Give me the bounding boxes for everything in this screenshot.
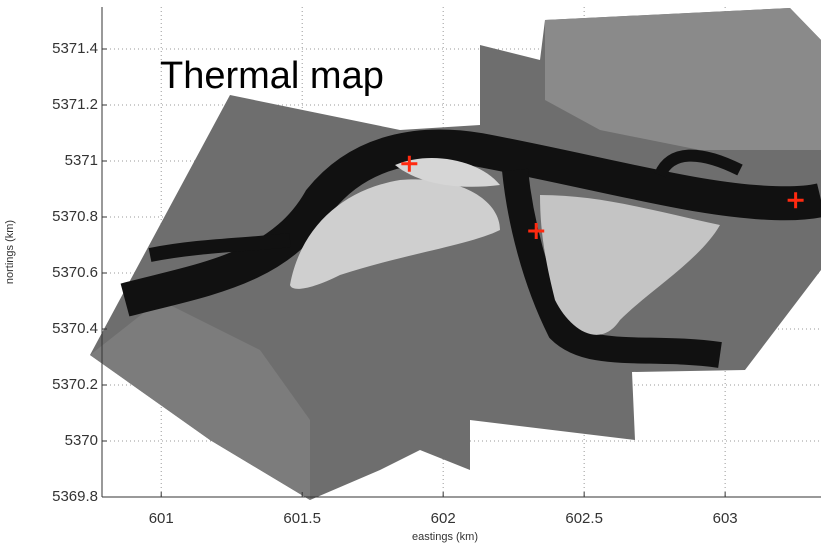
y-axis-label: nortings (km)	[4, 220, 16, 284]
y-tick-label: 5370	[65, 432, 98, 449]
y-tick-label: 5369.8	[52, 488, 98, 505]
x-axis-label: eastings (km)	[412, 531, 478, 543]
y-tick-label: 5370.6	[52, 264, 98, 281]
y-tick-label: 5370.8	[52, 208, 98, 225]
y-tick-label: 5371.2	[52, 96, 98, 113]
chart-title: Thermal map	[160, 55, 384, 97]
x-tick-label: 602.5	[565, 510, 603, 527]
map-figure: Thermal map eastings (km) nortings (km) …	[0, 0, 821, 549]
x-tick-label: 601.5	[283, 510, 321, 527]
x-tick-label: 603	[713, 510, 738, 527]
x-tick-label: 601	[149, 510, 174, 527]
y-tick-label: 5371	[65, 152, 98, 169]
x-tick-label: 602	[431, 510, 456, 527]
y-tick-label: 5370.2	[52, 376, 98, 393]
y-tick-label: 5370.4	[52, 320, 98, 337]
y-tick-label: 5371.4	[52, 40, 98, 57]
